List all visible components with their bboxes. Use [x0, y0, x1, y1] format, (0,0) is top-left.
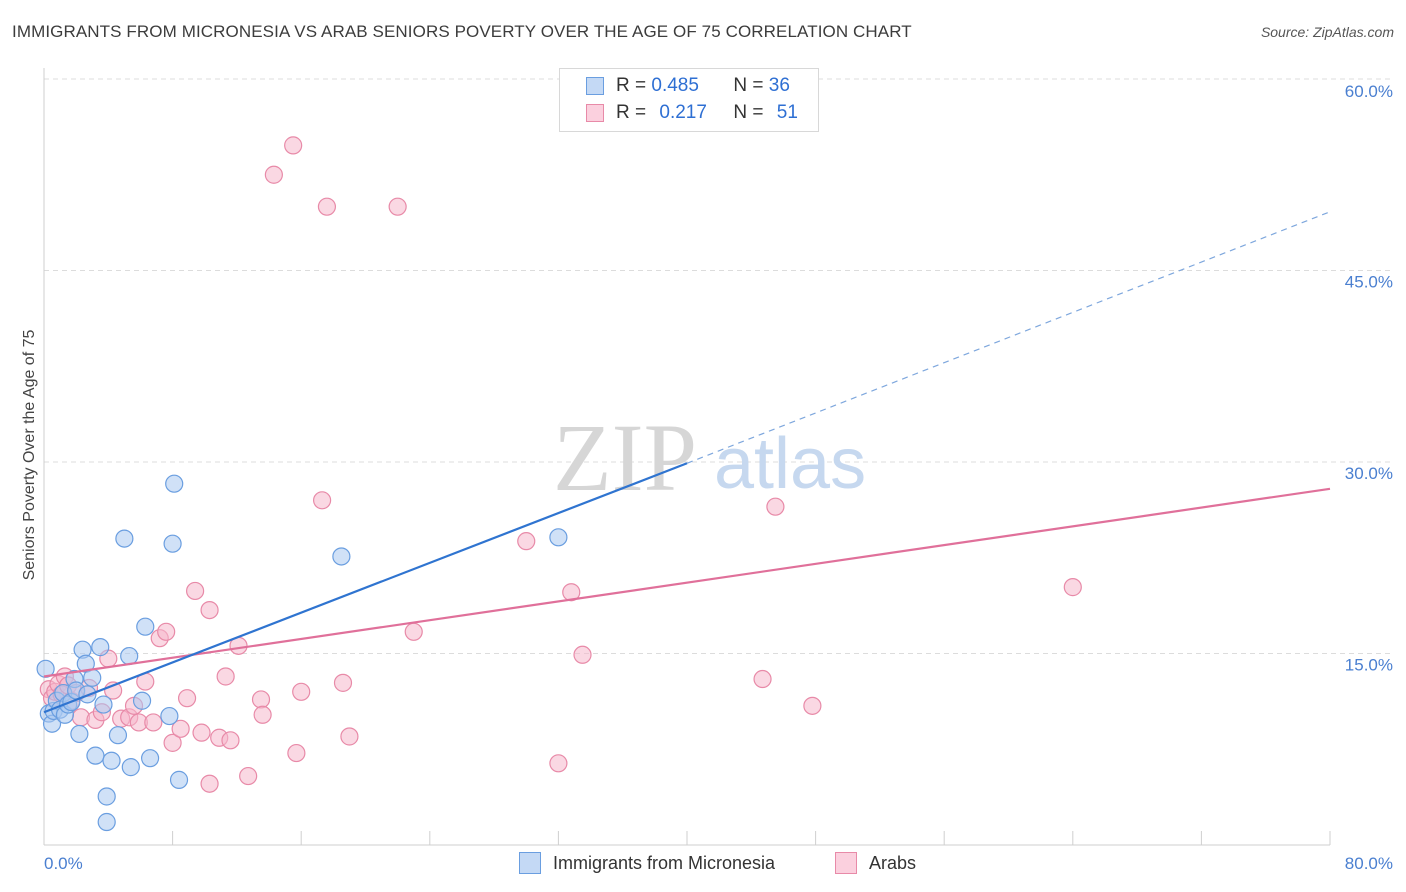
trend-line-arabs	[43, 487, 1331, 678]
data-point	[169, 770, 189, 789]
trend-line-micronesia	[43, 462, 688, 714]
legend-r-label: R =	[616, 75, 647, 96]
bottom-legend-swatch-pink	[835, 852, 857, 874]
data-point	[86, 746, 105, 765]
data-point	[1063, 578, 1082, 597]
bottom-legend-label: Immigrants from Micronesia	[553, 852, 776, 873]
data-point	[404, 622, 423, 641]
data-point	[91, 638, 110, 657]
data-point	[97, 787, 116, 806]
grid-lines	[44, 78, 1392, 654]
correlation-legend: R = 0.485 N = 36 R = 0.217 N = 51	[559, 68, 819, 132]
data-point	[284, 136, 303, 155]
data-point	[102, 751, 121, 770]
bottom-legend-micronesia: Immigrants from Micronesia	[519, 852, 775, 874]
data-point	[562, 583, 581, 602]
legend-n-value: 51	[776, 102, 798, 123]
data-point	[157, 622, 176, 641]
x-tick-labels: 0.0% 80.0%	[44, 854, 1393, 873]
legend-r-value: 0.217	[659, 102, 707, 123]
legend-r-label: R =	[616, 102, 647, 123]
data-point	[388, 197, 407, 216]
data-point	[163, 534, 182, 553]
data-point	[317, 197, 337, 216]
data-point	[573, 645, 592, 664]
data-point	[239, 766, 258, 786]
data-point	[160, 706, 179, 726]
data-point	[121, 758, 140, 777]
data-point	[177, 689, 197, 708]
data-point	[251, 690, 271, 709]
data-point	[549, 754, 568, 773]
bottom-legend-label: Arabs	[869, 852, 917, 873]
x-tick-label: 80.0%	[1345, 854, 1393, 873]
data-point	[140, 749, 160, 768]
data-point	[517, 532, 536, 551]
watermark-atlas: atlas	[714, 424, 866, 504]
x-tick-label: 0.0%	[44, 854, 83, 873]
data-point	[292, 682, 311, 701]
y-tick-labels: 15.0% 30.0% 45.0% 60.0%	[1345, 82, 1393, 675]
data-point	[200, 600, 219, 620]
data-point	[253, 705, 272, 724]
data-point	[549, 528, 568, 547]
legend-row-micronesia: R = 0.485 N = 36	[586, 73, 790, 99]
data-point	[200, 774, 219, 793]
watermark: ZIP atlas	[553, 404, 866, 511]
data-point	[312, 491, 332, 510]
bottom-legend-arabs: Arabs	[835, 852, 916, 874]
data-point	[108, 726, 128, 745]
data-point	[766, 497, 785, 516]
data-point	[753, 669, 772, 689]
data-point	[186, 581, 205, 601]
data-point	[136, 617, 155, 636]
series-micronesia-points	[36, 474, 568, 832]
data-point	[165, 474, 184, 493]
y-tick-label: 15.0%	[1345, 656, 1393, 675]
legend-n-label: N =	[733, 75, 764, 96]
data-point	[216, 667, 235, 686]
data-point	[803, 696, 822, 715]
data-point	[115, 529, 134, 548]
legend-row-arabs: R = 0.217 N = 51	[586, 100, 798, 126]
y-tick-label: 30.0%	[1345, 464, 1393, 483]
bottom-legend-swatch-blue	[519, 852, 541, 874]
trend-line-micronesia-extension	[686, 211, 1331, 464]
y-tick-label: 45.0%	[1345, 273, 1393, 292]
data-point	[287, 743, 306, 763]
data-point	[120, 646, 139, 666]
data-point	[332, 547, 351, 566]
data-point	[97, 812, 116, 832]
watermark-zip: ZIP	[553, 404, 697, 511]
data-point	[221, 731, 240, 750]
data-point	[70, 724, 89, 744]
legend-n-value: 36	[768, 75, 790, 96]
data-point	[144, 713, 163, 732]
data-point	[94, 695, 113, 714]
data-point	[132, 691, 152, 710]
y-tick-label: 60.0%	[1345, 82, 1393, 101]
chart-title: IMMIGRANTS FROM MICRONESIA VS ARAB SENIO…	[12, 22, 912, 41]
trend-lines	[43, 211, 1331, 714]
data-point	[333, 673, 353, 692]
data-point	[264, 165, 283, 184]
data-point	[340, 727, 359, 746]
legend-n-label: N =	[733, 102, 764, 123]
legend-swatch-blue	[586, 77, 604, 95]
data-point	[163, 733, 182, 752]
chart-source: Source: ZipAtlas.com	[1260, 24, 1394, 40]
data-point	[171, 719, 190, 738]
data-point	[192, 723, 211, 742]
legend-r-value: 0.485	[651, 75, 699, 96]
data-point	[83, 668, 102, 687]
legend-swatch-pink	[586, 104, 604, 122]
y-axis-label: Seniors Poverty Over the Age of 75	[21, 330, 38, 581]
